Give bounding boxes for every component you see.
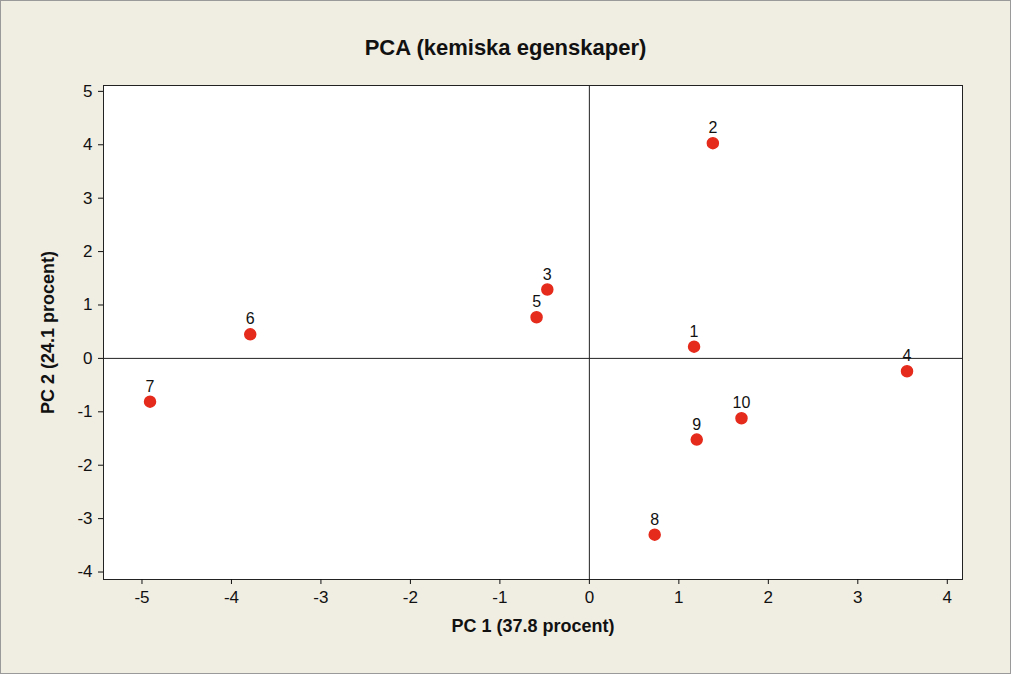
svg-text:4: 4 (903, 347, 912, 364)
svg-text:-2: -2 (77, 456, 92, 475)
svg-text:9: 9 (692, 416, 701, 433)
svg-text:5: 5 (532, 293, 541, 310)
svg-text:-3: -3 (313, 588, 328, 607)
svg-text:1: 1 (83, 295, 92, 314)
svg-text:PC 2 (24.1 procent): PC 2 (24.1 procent) (38, 251, 58, 414)
svg-text:0: 0 (83, 349, 92, 368)
svg-text:2: 2 (708, 119, 717, 136)
svg-text:-2: -2 (403, 588, 418, 607)
svg-text:6: 6 (246, 310, 255, 327)
svg-text:1: 1 (690, 323, 699, 340)
svg-text:1: 1 (674, 588, 683, 607)
svg-text:7: 7 (146, 378, 155, 395)
svg-text:8: 8 (650, 511, 659, 528)
svg-text:-1: -1 (77, 402, 92, 421)
svg-text:-3: -3 (77, 509, 92, 528)
svg-text:5: 5 (83, 82, 92, 101)
html-text:PCA (kemiska egenskaper): PCA (kemiska egenskaper) (364, 35, 647, 60)
svg-text:3: 3 (853, 588, 862, 607)
svg-text:3: 3 (543, 266, 552, 283)
svg-text:-4: -4 (77, 562, 92, 581)
svg-text:-4: -4 (224, 588, 239, 607)
svg-text:10: 10 (733, 394, 751, 411)
svg-text:3: 3 (83, 189, 92, 208)
svg-text:4: 4 (83, 135, 92, 154)
svg-text:2: 2 (83, 242, 92, 261)
svg-text:4: 4 (943, 588, 952, 607)
svg-text:-5: -5 (134, 588, 149, 607)
svg-text:PC 1 (37.8 procent): PC 1 (37.8 procent) (451, 616, 614, 636)
svg-text:2: 2 (764, 588, 773, 607)
svg-text:-1: -1 (492, 588, 507, 607)
svg-text:0: 0 (585, 588, 594, 607)
